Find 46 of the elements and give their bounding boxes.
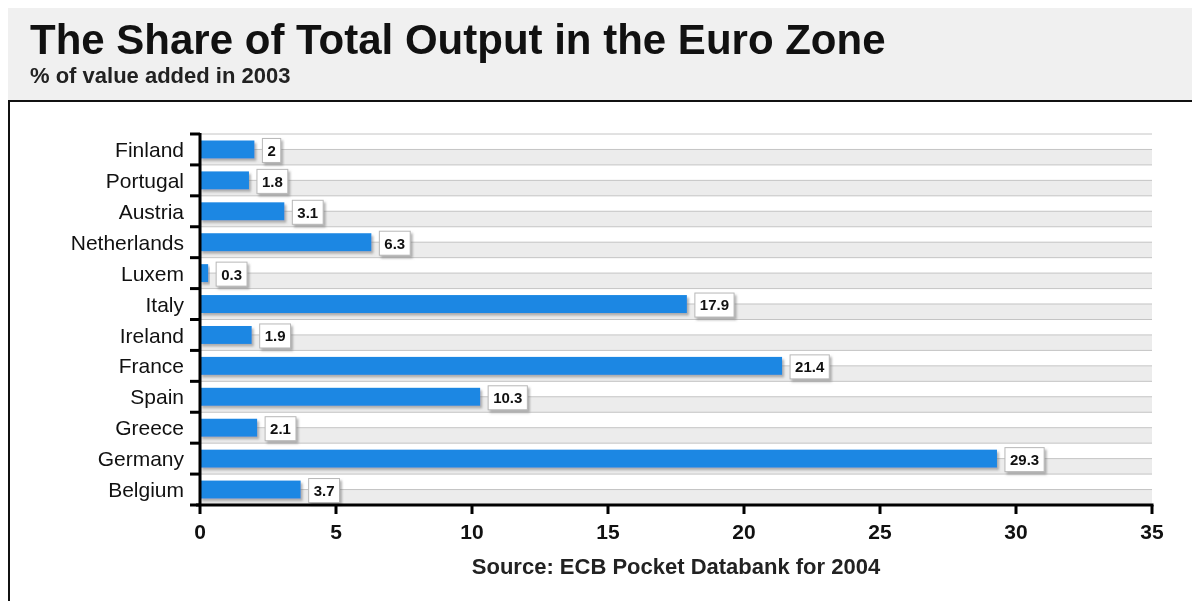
data-label: 10.3 <box>493 389 523 407</box>
y-tick-label: Germany <box>97 447 185 471</box>
data-label: 0.3 <box>221 265 243 283</box>
x-tick-label: 25 <box>868 520 892 543</box>
bar <box>200 449 997 468</box>
data-label: 1.9 <box>264 327 286 345</box>
y-tick-label: Finland <box>115 138 184 162</box>
bar <box>200 202 285 221</box>
bar <box>200 233 372 252</box>
bar <box>200 356 783 375</box>
data-label: 29.3 <box>1009 451 1040 469</box>
x-tick-label: 35 <box>1140 520 1164 543</box>
bar <box>200 295 687 314</box>
x-tick-label: 10 <box>460 520 484 543</box>
bar <box>200 325 252 344</box>
y-tick-label: Portugal <box>105 168 184 192</box>
data-label: 3.1 <box>297 203 319 221</box>
bar <box>200 480 301 499</box>
x-tick-label: 20 <box>732 520 756 543</box>
chart-subtitle: % of value added in 2003 <box>30 63 291 88</box>
y-tick-label: Austria <box>118 199 185 223</box>
data-label: 6.3 <box>384 234 406 252</box>
y-tick-label: Italy <box>145 292 185 316</box>
data-label: 2 <box>267 141 276 159</box>
source-note: Source: ECB Pocket Databank for 2004 <box>471 554 881 579</box>
data-label: 3.7 <box>313 481 335 499</box>
x-tick-label: 15 <box>596 520 620 543</box>
bar <box>200 418 258 437</box>
data-label: 1.8 <box>261 172 283 190</box>
data-label: 17.9 <box>699 296 730 314</box>
x-tick-label: 30 <box>1004 520 1028 543</box>
y-tick-label: Belgium <box>108 478 184 502</box>
x-tick-label: 5 <box>330 520 343 543</box>
x-tick-label: 0 <box>194 520 206 543</box>
y-tick-label: Greece <box>115 416 184 440</box>
y-tick-label: Spain <box>130 385 184 409</box>
y-tick-label: France <box>118 354 184 378</box>
bar <box>200 171 249 190</box>
y-tick-label: Netherlands <box>70 230 184 254</box>
y-tick-label: Ireland <box>119 323 184 347</box>
data-label: 2.1 <box>270 420 291 438</box>
y-tick-label: Luxem <box>120 261 184 285</box>
data-label: 21.4 <box>795 358 825 376</box>
bar <box>200 387 481 406</box>
bar <box>200 140 255 159</box>
chart-title: The Share of Total Output in the Euro Zone <box>30 16 886 63</box>
